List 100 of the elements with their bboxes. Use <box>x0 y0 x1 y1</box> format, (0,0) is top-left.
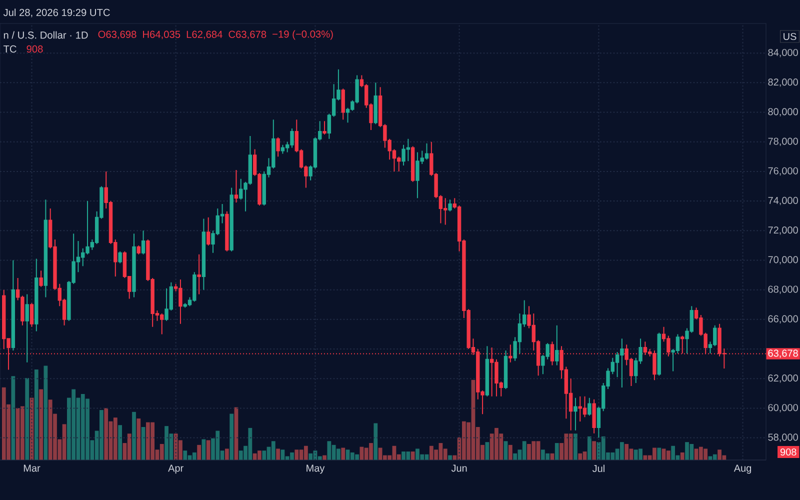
y-tick-label: 60,000 <box>768 404 798 412</box>
x-tick-label: May <box>306 464 325 474</box>
candlestick <box>588 397 592 416</box>
candlestick <box>424 142 429 160</box>
bar <box>224 448 229 460</box>
bar <box>294 450 299 460</box>
bar <box>574 434 578 460</box>
bar <box>341 448 346 460</box>
bar <box>25 378 30 460</box>
bar <box>657 448 662 460</box>
ref-line-label: 63,678 <box>768 350 798 358</box>
annotation: −19 (−0.03%) <box>272 30 333 40</box>
candlestick <box>680 335 684 354</box>
bar <box>11 376 16 460</box>
y-tick-label: 84,000 <box>768 48 798 58</box>
bar <box>671 446 676 460</box>
y-tick-label: 76,000 <box>768 167 798 176</box>
candlestick <box>485 346 490 397</box>
candlestick <box>225 210 229 252</box>
bar <box>374 423 378 460</box>
bar <box>624 444 629 460</box>
bar <box>230 414 234 460</box>
candlestick <box>206 216 210 246</box>
candlestick <box>39 270 43 288</box>
bar <box>276 448 280 460</box>
bar <box>34 369 38 460</box>
bar <box>578 453 582 460</box>
bar <box>554 443 559 460</box>
bar <box>113 418 118 460</box>
candlestick <box>44 199 48 298</box>
bar <box>197 444 202 460</box>
candlestick <box>374 82 378 125</box>
candlestick <box>276 136 280 158</box>
bar <box>271 441 276 460</box>
bar <box>712 454 717 460</box>
bar <box>192 452 196 460</box>
candlestick <box>410 146 415 182</box>
y-tick-label: 80,000 <box>768 108 798 116</box>
candlestick <box>234 169 238 204</box>
candlestick <box>574 397 578 431</box>
bar <box>160 444 164 460</box>
candlestick <box>25 294 29 363</box>
text: 908 <box>780 448 796 456</box>
bar <box>202 439 206 460</box>
bar <box>522 441 526 460</box>
bar <box>118 425 122 460</box>
bar <box>304 446 308 460</box>
x-tick-label: Mar <box>24 464 40 472</box>
bar <box>183 450 188 460</box>
candlestick <box>118 250 122 264</box>
text: US <box>784 32 796 40</box>
bar <box>592 441 596 460</box>
candlestick <box>202 218 206 290</box>
bar <box>206 440 210 460</box>
bar <box>587 436 592 460</box>
candlestick <box>141 230 146 255</box>
annotation: 908 <box>26 45 43 53</box>
y-tick-label: 82,000 <box>768 78 798 87</box>
y-tick-label: 70,000 <box>768 256 798 264</box>
y-tick-label: 78,000 <box>768 138 798 146</box>
chart-title: Jul 28, 2026 19:29 UTC <box>3 8 110 18</box>
candlestick <box>508 344 512 363</box>
bar <box>485 442 490 460</box>
candlestick <box>197 254 201 295</box>
candlestick <box>34 258 38 332</box>
x-tick-label: Jun <box>451 464 467 472</box>
candlestick <box>582 396 587 418</box>
candlestick <box>322 120 326 135</box>
bar <box>308 453 313 460</box>
annotation: C63,678 <box>228 30 266 40</box>
bar <box>44 366 48 460</box>
annotation: O63,698 <box>98 30 136 40</box>
bar <box>680 452 684 460</box>
candlestick <box>230 187 234 252</box>
candlestick <box>136 244 140 255</box>
bar <box>666 450 670 460</box>
bar <box>104 408 108 460</box>
chart-title: TC <box>3 45 16 53</box>
candlestick <box>657 332 661 376</box>
y-tick-label: 66,000 <box>768 315 798 324</box>
y-tick-label: 68,000 <box>768 286 798 294</box>
bar <box>410 452 415 460</box>
x-tick-label: Aug <box>734 464 752 474</box>
bar <box>262 450 266 460</box>
annotation: H64,035 <box>143 30 180 40</box>
y-tick-label: 62,000 <box>768 374 798 383</box>
candlestick <box>341 88 345 120</box>
bar <box>620 442 624 460</box>
bar <box>132 412 136 460</box>
y-tick-label: 58,000 <box>768 434 798 442</box>
bar <box>508 444 512 460</box>
y-tick-label: 74,000 <box>768 196 798 206</box>
candlestick <box>448 199 452 212</box>
x-tick-label: Apr <box>168 464 184 474</box>
annotation: L62,684 <box>186 30 222 40</box>
bar <box>136 418 141 460</box>
candlestick <box>555 324 559 366</box>
candlestick <box>30 302 34 328</box>
x-tick-label: Jul <box>592 464 604 472</box>
candlestick <box>592 398 596 434</box>
